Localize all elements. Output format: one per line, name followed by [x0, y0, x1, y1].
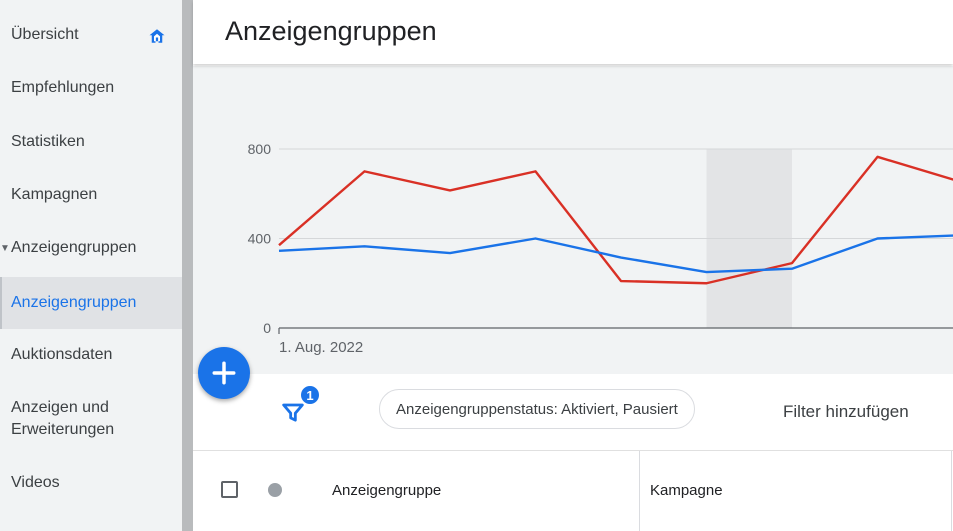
sidebar-item-label: Anzeigen und Erweiterungen: [11, 399, 115, 438]
sidebar-item-auction-insights[interactable]: Auktionsdaten: [0, 332, 182, 378]
chevron-down-icon: ▼: [0, 242, 10, 254]
performance-chart: 0 400 800 1. Aug. 2022: [193, 66, 953, 374]
chip-label: Anzeigengruppenstatus: Aktiviert, Pausie…: [396, 400, 678, 418]
sidebar-item-overview[interactable]: Übersicht: [0, 12, 182, 58]
series-line-1: [278, 234, 953, 274]
sidebar-item-campaigns[interactable]: Kampagnen: [0, 172, 182, 218]
page-title: Anzeigengruppen: [225, 16, 437, 46]
line-chart: 0 400 800 1. Aug. 2022: [248, 141, 953, 356]
filter-icon[interactable]: [279, 398, 307, 426]
series-line-0: [278, 155, 953, 285]
plus-icon: [212, 361, 236, 385]
filter-count-badge: 1: [299, 384, 321, 406]
column-divider[interactable]: [639, 451, 640, 531]
column-header-adgroup[interactable]: Anzeigengruppe: [332, 482, 442, 499]
sidebar-nav: Übersicht Empfehlungen Statistiken Kampa…: [0, 0, 182, 531]
filter-bar: 1 Anzeigengruppenstatus: Aktiviert, Paus…: [193, 374, 953, 451]
main-content: Anzeigengruppen 0 400 800 1. Aug. 2022 1 An…: [193, 0, 953, 531]
column-header-campaign[interactable]: Kampagne: [650, 482, 723, 499]
status-filter-chip[interactable]: Anzeigengruppenstatus: Aktiviert, Pausie…: [379, 389, 695, 429]
sidebar-item-label: Anzeigengruppen: [11, 239, 137, 256]
sidebar-scrollbar[interactable]: [182, 0, 193, 531]
sidebar-item-label: Kampagnen: [11, 186, 98, 203]
sidebar-item-adgroups[interactable]: Anzeigengruppen: [0, 277, 182, 329]
sidebar-item-videos[interactable]: Videos: [0, 460, 182, 506]
select-all-checkbox[interactable]: [221, 481, 238, 498]
status-dot-icon: [268, 483, 282, 497]
add-button[interactable]: [198, 347, 250, 399]
column-divider[interactable]: [951, 451, 952, 531]
sidebar-item-label: Empfehlungen: [11, 79, 115, 96]
sidebar-item-label: Videos: [11, 474, 60, 491]
add-filter-button[interactable]: Filter hinzufügen: [783, 402, 909, 421]
sidebar-item-label: Übersicht: [11, 26, 79, 43]
y-tick-label: 400: [248, 231, 272, 247]
sidebar-item-label: Auktionsdaten: [11, 346, 113, 363]
sidebar-item-label: Anzeigengruppen: [11, 294, 137, 311]
sidebar-item-recommendations[interactable]: Empfehlungen: [0, 65, 182, 111]
sidebar-item-adgroups-section[interactable]: ▼ Anzeigengruppen: [0, 225, 182, 271]
x-tick-label: 1. Aug. 2022: [279, 339, 363, 356]
y-tick-label: 800: [248, 141, 272, 157]
y-tick-label: 0: [263, 320, 271, 336]
table-header-row: Anzeigengruppe Kampagne: [193, 451, 953, 531]
sidebar-item-statistics[interactable]: Statistiken: [0, 119, 182, 165]
sidebar-item-ads-extensions[interactable]: Anzeigen und Erweiterungen: [0, 391, 182, 447]
home-icon[interactable]: [148, 27, 166, 45]
page-header: Anzeigengruppen: [193, 0, 953, 64]
sidebar-item-label: Statistiken: [11, 133, 85, 150]
